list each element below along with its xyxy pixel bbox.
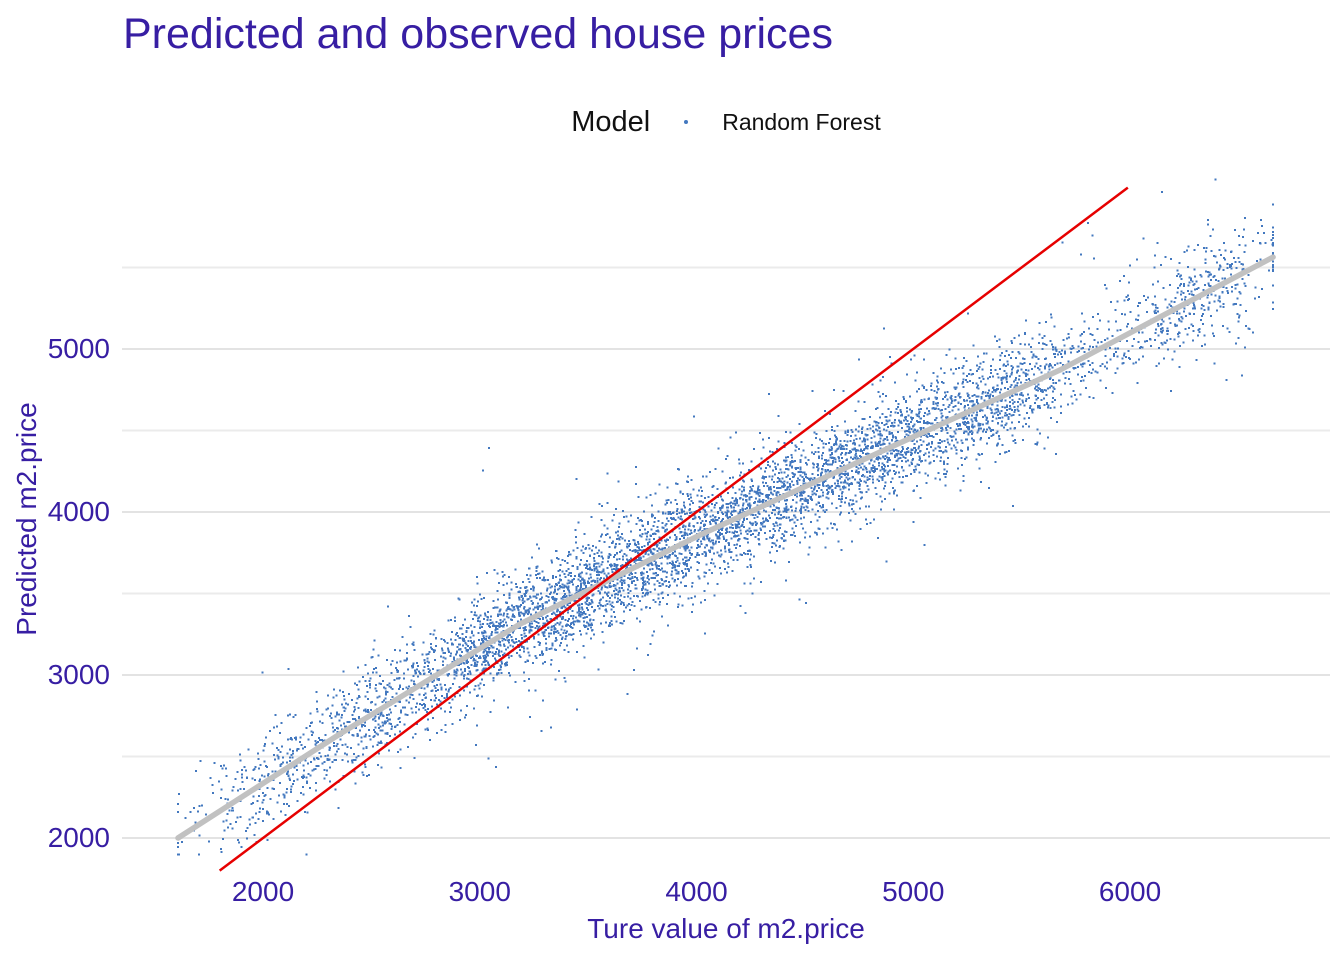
chart-title: Predicted and observed house prices [123, 10, 833, 58]
x-tick-label: 5000 [882, 876, 945, 907]
scatter-points-random-forest [177, 178, 1275, 856]
y-tick-label: 5000 [47, 333, 110, 364]
identity-line [218, 186, 1129, 872]
x-tick-label: 6000 [1098, 876, 1162, 907]
legend-point-marker [684, 120, 689, 124]
y-tick-label: 3000 [47, 659, 110, 690]
y-tick-label: 4000 [47, 496, 110, 527]
x-tick-label: 3000 [448, 876, 511, 907]
x-axis-title: Ture value of m2.price [587, 913, 865, 944]
legend-title: Model [571, 105, 651, 138]
legend: Model Random Forest [122, 100, 1330, 144]
x-tick-label: 4000 [665, 876, 728, 907]
legend-item-random-forest: Random Forest [722, 108, 881, 135]
y-tick-label: 2000 [47, 822, 110, 853]
smooth-trend-line [175, 254, 1276, 841]
y-axis-title: Predicted m2.price [11, 402, 42, 636]
x-tick-label: 2000 [231, 876, 295, 907]
